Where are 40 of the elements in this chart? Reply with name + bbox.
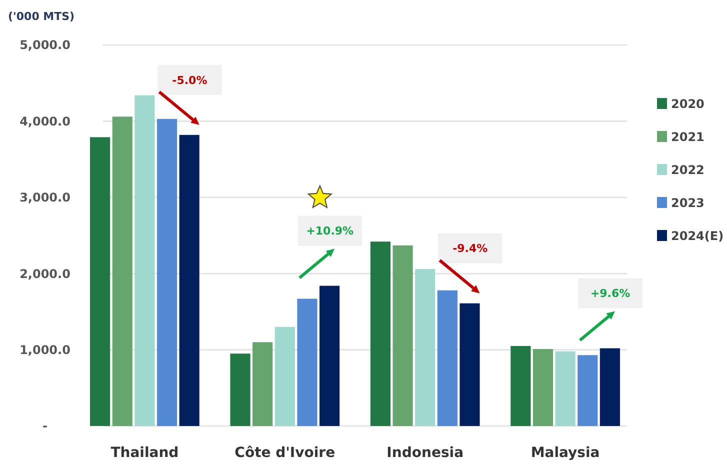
x-tick-label: Côte d'Ivoire bbox=[234, 445, 336, 461]
annotation: -5.0% bbox=[172, 74, 208, 87]
bar bbox=[297, 298, 318, 426]
legend-label: 2024(E) bbox=[671, 229, 724, 244]
bar bbox=[230, 354, 250, 426]
x-tick-label: Thailand bbox=[110, 445, 179, 461]
legend-label: 2022 bbox=[671, 163, 704, 178]
bar bbox=[274, 326, 295, 426]
annotation: +10.9% bbox=[306, 224, 354, 238]
bar bbox=[392, 245, 413, 426]
bar bbox=[112, 116, 132, 426]
bar bbox=[437, 290, 458, 426]
bar bbox=[370, 242, 391, 426]
annotation: +9.6% bbox=[590, 287, 630, 300]
y-tick-label: 3,000.0 bbox=[20, 190, 70, 205]
y-tick-label: 4,000.0 bbox=[20, 114, 70, 128]
bar bbox=[90, 137, 110, 426]
legend-label: 2020 bbox=[671, 97, 704, 112]
y-tick-label: 2,000.0 bbox=[20, 266, 70, 281]
bar bbox=[532, 349, 554, 426]
annotation: -9.4% bbox=[452, 242, 488, 256]
bar bbox=[319, 286, 340, 426]
y-tick-label: - bbox=[42, 419, 48, 434]
legend-label: 2021 bbox=[671, 130, 704, 144]
y-tick-label: 1,000.0 bbox=[20, 343, 70, 357]
bar bbox=[252, 342, 273, 426]
legend-label: 2023 bbox=[671, 196, 704, 210]
y-axis-title: ('000 MTS) bbox=[8, 10, 75, 23]
bar bbox=[415, 269, 436, 426]
bar bbox=[156, 118, 178, 426]
bar bbox=[460, 303, 480, 426]
x-tick-label: Malaysia bbox=[530, 445, 600, 461]
bar bbox=[510, 346, 531, 426]
bar bbox=[179, 134, 200, 426]
bar bbox=[578, 355, 598, 426]
bar bbox=[134, 95, 155, 426]
bar bbox=[555, 351, 576, 426]
x-tick-label: Indonesia bbox=[386, 445, 464, 461]
bar bbox=[600, 348, 620, 426]
y-tick-label: 5,000.0 bbox=[20, 38, 70, 52]
